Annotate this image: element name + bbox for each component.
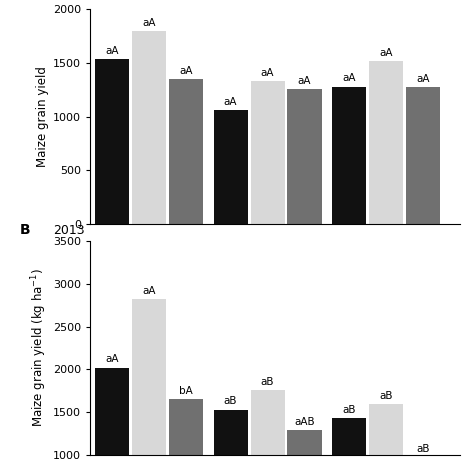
Text: aA: aA	[106, 46, 119, 55]
Text: B: B	[20, 223, 30, 237]
Text: aA: aA	[298, 75, 311, 85]
Y-axis label: Maize grain yield: Maize grain yield	[36, 66, 49, 167]
Bar	[251, 390, 284, 455]
Text: aB: aB	[224, 396, 237, 406]
Bar	[369, 61, 403, 224]
Text: aA: aA	[224, 97, 237, 107]
Bar	[406, 455, 440, 457]
Text: aA: aA	[180, 66, 193, 76]
Text: aB: aB	[342, 405, 356, 415]
Bar	[95, 59, 129, 224]
Y-axis label: Maize grain yield (kg ha$^{-1}$): Maize grain yield (kg ha$^{-1}$)	[29, 268, 49, 428]
Bar	[214, 410, 247, 455]
Text: aB: aB	[416, 444, 429, 454]
Bar	[332, 418, 366, 455]
Text: aAB: aAB	[294, 417, 315, 427]
Bar	[288, 89, 321, 224]
Text: aA: aA	[261, 68, 274, 78]
Bar	[332, 87, 366, 224]
Text: aA: aA	[106, 355, 119, 365]
Text: aB: aB	[261, 377, 274, 387]
Text: aB: aB	[379, 391, 392, 401]
Text: aA: aA	[342, 73, 356, 83]
Text: 2013: 2013	[53, 224, 85, 237]
Text: aA: aA	[416, 74, 429, 84]
Text: bA: bA	[179, 386, 193, 396]
Bar	[132, 31, 166, 224]
Bar	[406, 87, 440, 224]
Bar	[369, 404, 403, 455]
Bar	[95, 368, 129, 455]
Text: aA: aA	[143, 286, 156, 296]
Text: aA: aA	[379, 48, 392, 58]
Bar	[169, 79, 203, 224]
Bar	[132, 299, 166, 455]
Bar	[288, 430, 321, 455]
Bar	[169, 399, 203, 455]
Bar	[251, 81, 284, 224]
Bar	[214, 110, 247, 224]
Text: aA: aA	[143, 18, 156, 27]
